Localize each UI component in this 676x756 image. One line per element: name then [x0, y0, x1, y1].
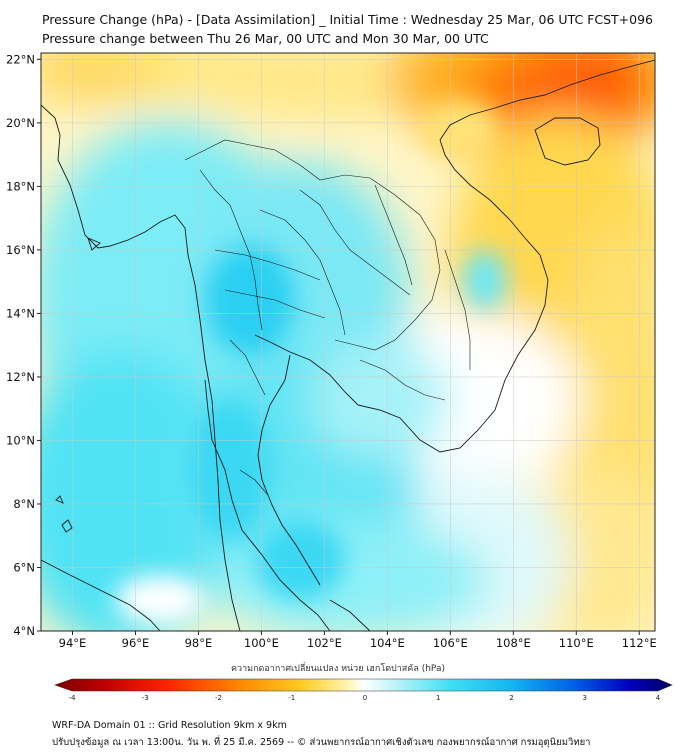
colorbar-tick-label: -2	[215, 694, 222, 702]
lon-tick-label: 106°E	[433, 636, 468, 650]
lat-tick-label: 16°N	[6, 243, 35, 257]
colorbar-tick-label: -3	[142, 694, 149, 702]
lon-tick-label: 98°E	[185, 636, 213, 650]
lat-tick-label: 6°N	[13, 560, 35, 574]
lat-tick-label: 12°N	[6, 370, 35, 384]
lat-tick-label: 4°N	[13, 624, 35, 638]
colorbar: -4 -3 -2 -1 0 1 2 3 4	[54, 678, 673, 702]
lat-tick-label: 8°N	[13, 497, 35, 511]
coastlines	[41, 59, 655, 631]
lon-tick-label: 112°E	[622, 636, 657, 650]
lon-tick-label: 110°E	[559, 636, 594, 650]
pressure-field	[41, 53, 655, 631]
province-borders	[184, 139, 471, 496]
lat-tick-label: 20°N	[6, 116, 35, 130]
graticule	[41, 53, 655, 631]
colorbar-tick-label: -4	[69, 694, 77, 702]
lon-tick-label: 108°E	[496, 636, 531, 650]
lon-tick-label: 96°E	[122, 636, 150, 650]
axis-ticks: 94°E 96°E 98°E 100°E 102°E 104°E 106°E 108°E 110…	[6, 52, 657, 650]
footer-credit: ปรับปรุงข้อมูล ณ เวลา 13:00น. วัน พ. ที่…	[52, 737, 591, 748]
lat-tick-label: 14°N	[6, 306, 35, 320]
footer-model-info: WRF-DA Domain 01 :: Grid Resolution 9km …	[52, 720, 287, 731]
lat-tick-label: 18°N	[6, 179, 35, 193]
colorbar-tick-label: 3	[583, 694, 587, 702]
lat-tick-label: 22°N	[6, 52, 35, 66]
lon-tick-label: 102°E	[307, 636, 342, 650]
map-frame	[40, 52, 656, 632]
colorbar-tick-label: 1	[436, 694, 440, 702]
lon-tick-label: 100°E	[244, 636, 279, 650]
colorbar-bar	[54, 678, 673, 692]
colorbar-tick-label: 0	[363, 694, 367, 702]
map-title: Pressure Change (hPa) - [Data Assimilati…	[42, 12, 654, 27]
lon-tick-label: 94°E	[59, 636, 87, 650]
lat-tick-label: 10°N	[6, 433, 35, 447]
colorbar-title: ความกดอากาศเปลี่ยนแปลง หน่วย เฮกโตปาสคัล…	[231, 664, 445, 674]
colorbar-tick-label: -1	[288, 694, 295, 702]
colorbar-tick-label: 2	[509, 694, 513, 702]
lon-tick-label: 104°E	[370, 636, 405, 650]
map-subtitle: Pressure change between Thu 26 Mar, 00 U…	[42, 31, 489, 46]
colorbar-tick-label: 4	[656, 694, 661, 702]
